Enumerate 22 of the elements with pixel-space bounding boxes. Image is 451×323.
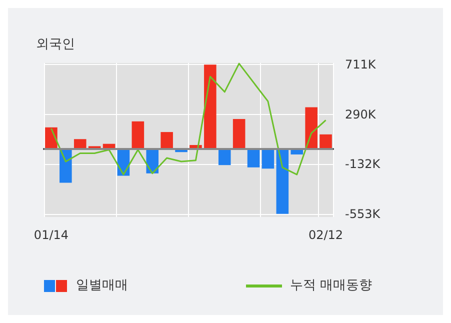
y-tick-label: -132K (345, 157, 382, 172)
bar (160, 132, 173, 149)
bar (305, 107, 318, 149)
x-tick-label: 01/14 (34, 228, 69, 242)
legend-label: 일별매매 (76, 278, 128, 293)
y-tick-label: 711K (345, 58, 377, 72)
x-tick-label: 02/12 (308, 228, 344, 242)
bar (262, 148, 274, 169)
legend-label: 누적 매매동향 (290, 278, 372, 293)
bar (132, 121, 144, 149)
bar (232, 119, 246, 149)
bar (74, 139, 86, 149)
y-tick-label: -553K (345, 206, 382, 221)
y-tick-label: 290K (345, 107, 377, 122)
bar (60, 148, 72, 183)
chart-title: 외국인 (36, 37, 75, 52)
bar (276, 148, 289, 214)
bar (204, 64, 216, 149)
line-series (50, 62, 327, 176)
bar (320, 134, 332, 149)
bar (218, 148, 231, 166)
bar (247, 148, 260, 168)
